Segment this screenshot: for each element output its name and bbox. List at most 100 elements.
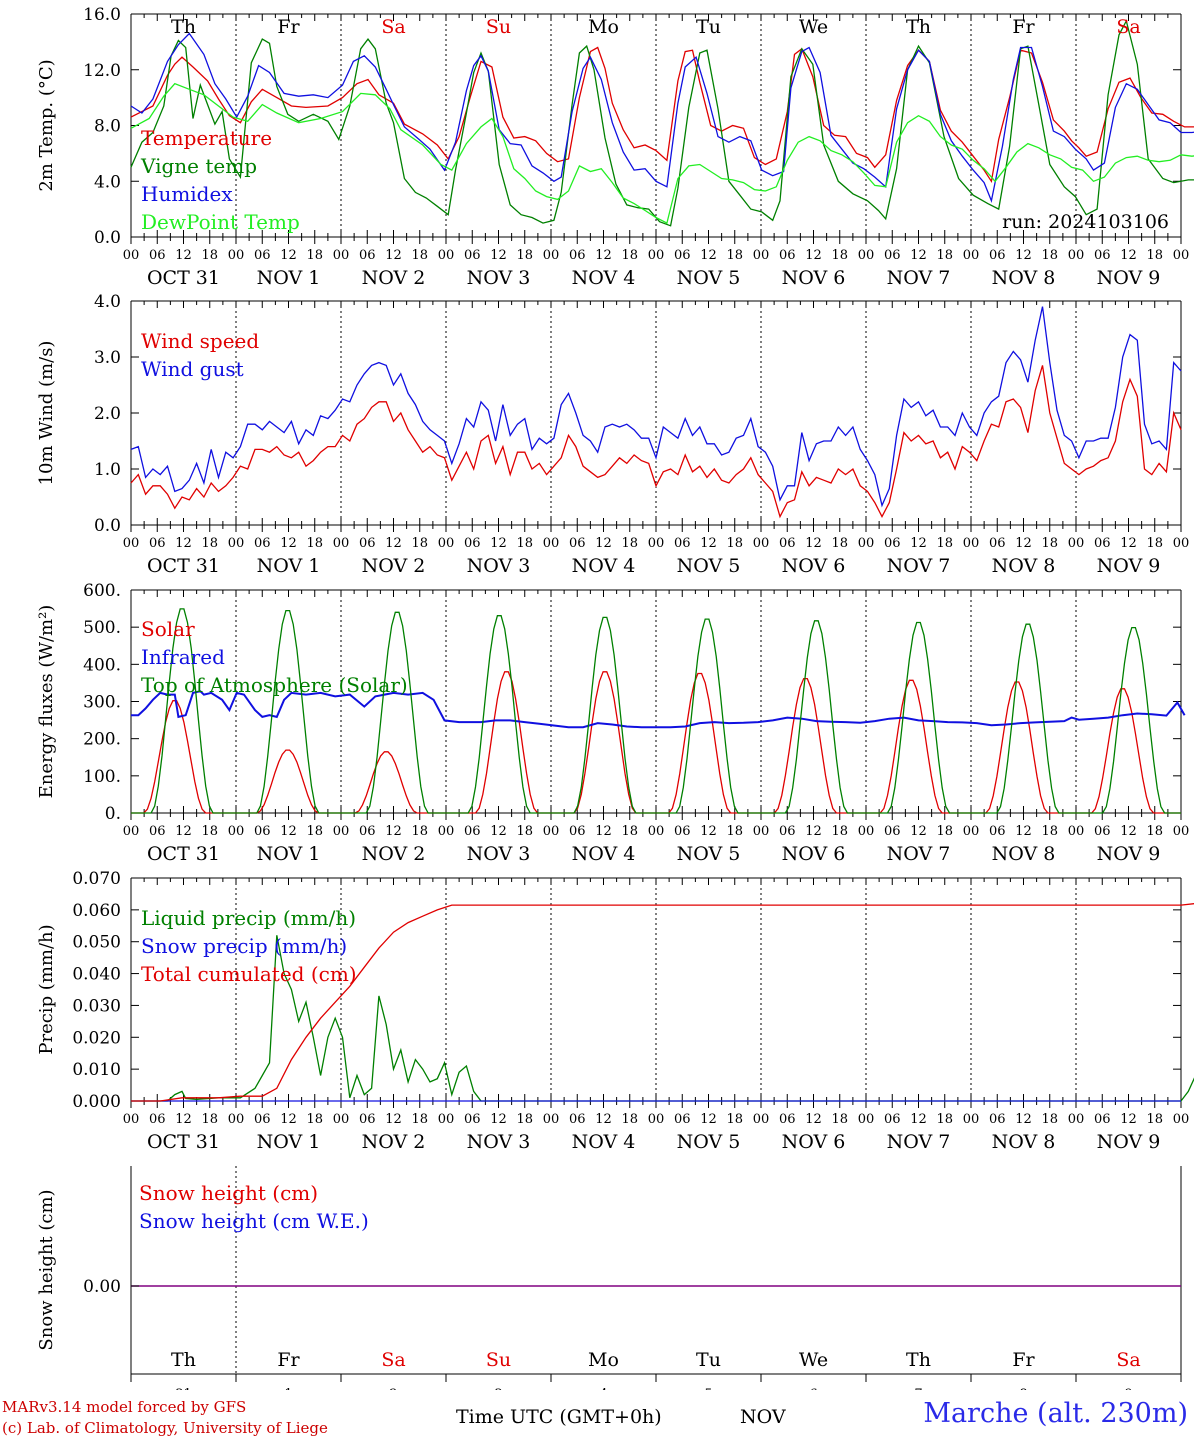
hour-tick-label: 12 bbox=[385, 1112, 402, 1127]
hour-tick-label: 12 bbox=[910, 824, 927, 839]
hour-tick-label: 18 bbox=[201, 536, 218, 551]
hour-tick-label: 06 bbox=[569, 536, 586, 551]
day-name-bottom: Fr bbox=[1012, 1349, 1035, 1371]
date-label: NOV 4 bbox=[572, 555, 636, 577]
hour-tick-label: 12 bbox=[175, 824, 192, 839]
hour-tick-label: 06 bbox=[1094, 536, 1111, 551]
hour-tick-label: 06 bbox=[779, 824, 796, 839]
date-label: NOV 3 bbox=[467, 267, 531, 289]
hour-tick-label: 12 bbox=[595, 1112, 612, 1127]
day-name-top: Th bbox=[171, 16, 196, 38]
hour-tick-label: 18 bbox=[516, 824, 533, 839]
y-tick-label: 16.0 bbox=[83, 5, 121, 25]
day-name-bottom: We bbox=[799, 1349, 828, 1371]
hour-tick-label: 18 bbox=[306, 536, 323, 551]
series-line-wind-gust bbox=[130, 306, 1182, 508]
model-credit: MARv3.14 model forced by GFS bbox=[2, 1398, 247, 1416]
hour-tick-label: 18 bbox=[936, 536, 953, 551]
hour-tick-label: 06 bbox=[359, 536, 376, 551]
hour-tick-label: 12 bbox=[280, 248, 297, 263]
hour-tick-label: 00 bbox=[543, 1112, 560, 1127]
hour-tick-label: 00 bbox=[1068, 536, 1085, 551]
hour-tick-label: 06 bbox=[989, 1112, 1006, 1127]
hour-tick-label: 06 bbox=[1094, 824, 1111, 839]
hour-tick-label: 12 bbox=[490, 536, 507, 551]
y-tick-label: 500. bbox=[83, 618, 121, 638]
hour-tick-label: 18 bbox=[1041, 824, 1058, 839]
day-name-top: We bbox=[799, 16, 828, 38]
hour-tick-label: 18 bbox=[306, 1112, 323, 1127]
series-line-infrared bbox=[131, 690, 1186, 729]
y-tick-label: 1.0 bbox=[94, 460, 121, 480]
hour-tick-label: 12 bbox=[385, 536, 402, 551]
hour-tick-label: 18 bbox=[831, 248, 848, 263]
hour-tick-label: 12 bbox=[490, 824, 507, 839]
lab-credit: (c) Lab. of Climatology, University of L… bbox=[2, 1419, 328, 1437]
date-label: NOV 2 bbox=[362, 843, 426, 865]
hour-tick-label: 00 bbox=[753, 536, 770, 551]
y-axis-title: Precip (mm/h) bbox=[36, 924, 57, 1054]
hour-tick-label: 06 bbox=[569, 824, 586, 839]
hour-tick-label: 18 bbox=[936, 824, 953, 839]
hour-tick-label: 12 bbox=[1015, 1112, 1032, 1127]
date-label: OCT 31 bbox=[147, 555, 220, 577]
date-label: NOV 2 bbox=[362, 1131, 426, 1153]
day-name-bottom: Su bbox=[486, 1349, 511, 1371]
date-label: NOV 6 bbox=[782, 267, 846, 289]
y-tick-label: 0.070 bbox=[72, 869, 121, 889]
hour-tick-label: 12 bbox=[490, 248, 507, 263]
date-label: NOV 5 bbox=[677, 1131, 741, 1153]
day-number: 1 bbox=[284, 1387, 292, 1390]
hour-tick-label: 12 bbox=[1120, 824, 1137, 839]
hour-tick-label: 00 bbox=[228, 824, 245, 839]
date-label: NOV 5 bbox=[677, 267, 741, 289]
hour-tick-label: 06 bbox=[254, 1112, 271, 1127]
y-tick-label: 0.00 bbox=[83, 1277, 121, 1297]
y-tick-label: 300. bbox=[83, 693, 121, 713]
hour-tick-label: 18 bbox=[201, 248, 218, 263]
hour-tick-label: 06 bbox=[464, 248, 481, 263]
hour-tick-label: 18 bbox=[621, 1112, 638, 1127]
y-tick-label: 0.060 bbox=[72, 901, 121, 921]
hour-tick-label: 12 bbox=[700, 1112, 717, 1127]
hour-tick-label: 18 bbox=[726, 1112, 743, 1127]
hour-tick-label: 18 bbox=[1146, 536, 1163, 551]
date-label: NOV 7 bbox=[887, 267, 951, 289]
date-label: NOV 4 bbox=[572, 843, 636, 865]
date-label: NOV 8 bbox=[992, 843, 1056, 865]
hour-tick-label: 06 bbox=[989, 248, 1006, 263]
hour-tick-label: 06 bbox=[464, 1112, 481, 1127]
hour-tick-label: 06 bbox=[884, 1112, 901, 1127]
day-name-top: Fr bbox=[1012, 16, 1035, 38]
hour-tick-label: 06 bbox=[779, 1112, 796, 1127]
hour-tick-label: 00 bbox=[438, 248, 455, 263]
legend-top-of-atmosphere-solar-: Top of Atmosphere (Solar) bbox=[141, 673, 408, 697]
hour-tick-label: 12 bbox=[910, 536, 927, 551]
hour-tick-label: 12 bbox=[385, 248, 402, 263]
day-number: 8 bbox=[1019, 1387, 1027, 1390]
hour-tick-label: 00 bbox=[543, 536, 560, 551]
hour-tick-label: 12 bbox=[1120, 1112, 1137, 1127]
date-label: NOV 8 bbox=[992, 1131, 1056, 1153]
hour-tick-label: 18 bbox=[411, 824, 428, 839]
y-tick-label: 0.010 bbox=[72, 1060, 121, 1080]
y-axis-title: 10m Wind (m/s) bbox=[36, 341, 57, 486]
date-label: NOV 5 bbox=[677, 555, 741, 577]
hour-tick-label: 06 bbox=[1094, 248, 1111, 263]
date-label: NOV 2 bbox=[362, 267, 426, 289]
hour-tick-label: 18 bbox=[831, 536, 848, 551]
hour-tick-label: 12 bbox=[1015, 536, 1032, 551]
hour-tick-label: 18 bbox=[411, 536, 428, 551]
hour-tick-label: 06 bbox=[569, 248, 586, 263]
hour-tick-label: 18 bbox=[1146, 1112, 1163, 1127]
hour-tick-label: 18 bbox=[1041, 1112, 1058, 1127]
hour-tick-label: 06 bbox=[359, 1112, 376, 1127]
legend-snow-precip-mm-h-: Snow precip (mm/h) bbox=[141, 934, 347, 958]
date-label: NOV 1 bbox=[257, 843, 321, 865]
hour-tick-label: 00 bbox=[858, 248, 875, 263]
hour-tick-label: 18 bbox=[936, 1112, 953, 1127]
hour-tick-label: 00 bbox=[438, 824, 455, 839]
y-tick-label: 0.040 bbox=[72, 965, 121, 985]
hour-tick-label: 00 bbox=[438, 536, 455, 551]
hour-tick-label: 18 bbox=[306, 824, 323, 839]
